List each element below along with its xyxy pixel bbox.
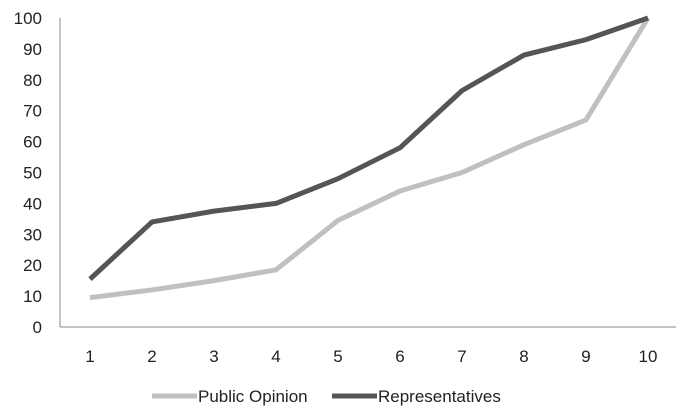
- series-line-public-opinion: [89, 16, 651, 301]
- legend: Public Opinion Representatives: [152, 387, 501, 406]
- y-tick-label: 20: [23, 256, 42, 275]
- legend-item: Public Opinion: [152, 387, 308, 406]
- y-tick-label: 90: [23, 40, 42, 59]
- axes: [59, 18, 676, 328]
- y-tick-label: 70: [23, 102, 42, 121]
- y-tick-label: 0: [33, 318, 42, 337]
- y-axis-ticks: 0 10 20 30 40 50 60 70 80 90 100: [14, 9, 42, 337]
- y-tick-label: 40: [23, 194, 42, 213]
- y-tick-label: 30: [23, 225, 42, 244]
- series-line-representatives: [88, 15, 649, 281]
- x-tick-label: 7: [457, 347, 466, 366]
- x-tick-label: 5: [333, 347, 342, 366]
- x-tick-label: 9: [581, 347, 590, 366]
- x-tick-label: 4: [271, 347, 280, 366]
- y-tick-label: 50: [23, 164, 42, 183]
- x-tick-label: 3: [209, 347, 218, 366]
- x-tick-label: 10: [639, 347, 658, 366]
- legend-label: Public Opinion: [198, 387, 308, 406]
- legend-label: Representatives: [378, 387, 501, 406]
- x-tick-label: 6: [395, 347, 404, 366]
- y-tick-label: 80: [23, 71, 42, 90]
- y-tick-label: 100: [14, 9, 42, 28]
- x-tick-label: 2: [147, 347, 156, 366]
- x-tick-label: 8: [519, 347, 528, 366]
- y-tick-label: 10: [23, 287, 42, 306]
- x-tick-label: 1: [85, 347, 94, 366]
- y-tick-label: 60: [23, 133, 42, 152]
- x-axis-ticks: 1 2 3 4 5 6 7 8 9 10: [85, 347, 657, 366]
- series-lines: [88, 15, 651, 301]
- legend-item: Representatives: [332, 387, 501, 406]
